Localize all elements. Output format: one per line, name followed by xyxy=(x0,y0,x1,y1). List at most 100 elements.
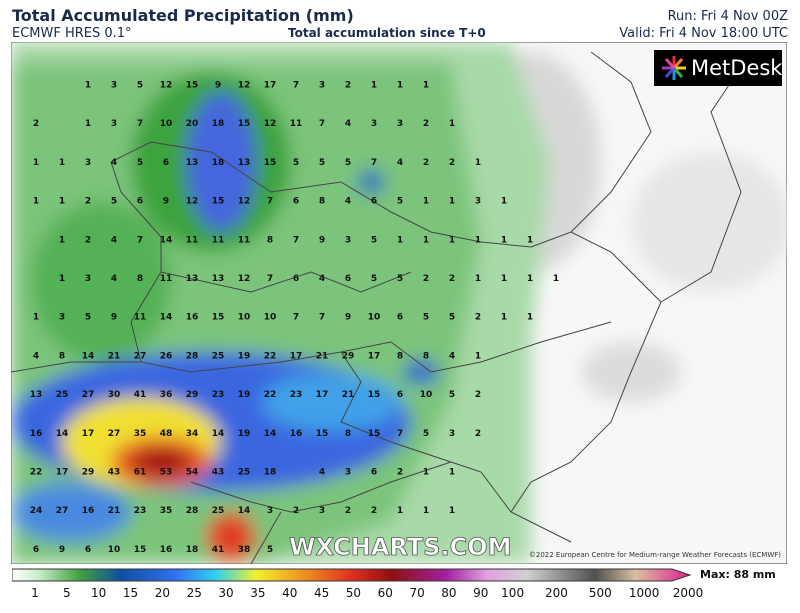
grid-value: 3 xyxy=(475,197,481,207)
grid-value: 10 xyxy=(238,313,251,323)
model: ECMWF HRES 0.1° xyxy=(12,26,132,41)
colorbar-label: 10 xyxy=(91,586,107,600)
grid-value: 22 xyxy=(264,351,277,361)
grid-value: 10 xyxy=(108,545,121,555)
copyright: ©2022 European Centre for Medium-range W… xyxy=(529,551,781,559)
colorbar-label: 40 xyxy=(282,586,298,600)
grid-value: 6 xyxy=(345,274,351,284)
grid-value: 2 xyxy=(85,235,91,245)
map: 1 3 5 12 15 9 12 17 7 3 2 1 1 12 1 3 7 10 20 18 15 12 11 7 4 3 3 2 1… xyxy=(11,42,787,564)
grid-value: 5 xyxy=(267,545,273,555)
grid-value: 3 xyxy=(111,81,117,91)
grid-value: 6 xyxy=(293,197,299,207)
grid-value: 25 xyxy=(56,390,69,400)
grid-value: 6 xyxy=(371,468,377,478)
grid-value: 15 xyxy=(368,429,381,439)
grid-value: 12 xyxy=(238,81,251,91)
grid-value: 41 xyxy=(134,390,147,400)
grid-value: 7 xyxy=(371,158,377,168)
colorbar-label: 60 xyxy=(377,586,393,600)
grid-value: 2 xyxy=(475,429,481,439)
grid-value: 1 xyxy=(553,274,559,284)
grid-value: 11 xyxy=(134,313,147,323)
grid-value: 3 xyxy=(111,119,117,129)
grid-value: 9 xyxy=(163,197,169,207)
grid-value: 15 xyxy=(134,545,147,555)
grid-value: 8 xyxy=(267,235,273,245)
grid-value: 16 xyxy=(290,429,303,439)
grid-value: 1 xyxy=(527,274,533,284)
grid-value: 3 xyxy=(371,119,377,129)
grid-value: 11 xyxy=(212,235,225,245)
grid-value: 1 xyxy=(501,313,507,323)
grid-value: 1 xyxy=(397,81,403,91)
colorbar-label: 2000 xyxy=(672,586,704,600)
grid-value: 4 xyxy=(111,158,117,168)
grid-value: 4 xyxy=(319,274,325,284)
colorbar-label: 15 xyxy=(122,586,139,600)
grid-value: 6 xyxy=(85,545,91,555)
grid-value: 23 xyxy=(212,390,225,400)
grid-value: 1 xyxy=(423,81,429,91)
grid-value: 14 xyxy=(160,235,173,245)
grid-value: 35 xyxy=(134,429,147,439)
grid-value: 4 xyxy=(111,235,117,245)
grid-value: 1 xyxy=(475,235,481,245)
grid-value: 1 xyxy=(33,197,39,207)
valid-time: Valid: Fri 4 Nov 18:00 UTC xyxy=(619,26,788,41)
colorbar-label: 30 xyxy=(218,586,234,600)
grid-value: 8 xyxy=(59,351,65,361)
grid-value: 7 xyxy=(267,274,273,284)
grid-value: 6 xyxy=(137,197,143,207)
grid-value: 19 xyxy=(238,351,251,361)
grid-value: 2 xyxy=(371,506,377,516)
grid-value: 5 xyxy=(345,158,351,168)
title: Total Accumulated Precipitation (mm) xyxy=(12,6,354,25)
grid-value: 3 xyxy=(397,119,403,129)
grid-value: 10 xyxy=(264,313,277,323)
grid-value: 19 xyxy=(238,429,251,439)
grid-value: 3 xyxy=(267,506,273,516)
grid-value: 5 xyxy=(137,158,143,168)
grid-value: 5 xyxy=(371,235,377,245)
grid-value: 21 xyxy=(316,351,329,361)
grid-value: 20 xyxy=(186,119,199,129)
grid-value: 7 xyxy=(267,197,273,207)
grid-value: 12 xyxy=(238,197,251,207)
grid-value: 1 xyxy=(501,197,507,207)
colorbar-label: 20 xyxy=(154,586,170,600)
grid-value: 1 xyxy=(423,506,429,516)
grid-value: 14 xyxy=(82,351,95,361)
grid-value: 10 xyxy=(420,390,433,400)
grid-value: 16 xyxy=(186,313,199,323)
grid-value: 5 xyxy=(319,158,325,168)
grid-value: 15 xyxy=(264,158,277,168)
grid-value: 1 xyxy=(449,119,455,129)
grid-value: 17 xyxy=(264,81,277,91)
grid-value: 18 xyxy=(264,468,277,478)
grid-value: 15 xyxy=(212,197,225,207)
grid-value: 1 xyxy=(59,235,65,245)
grid-value: 1 xyxy=(527,235,533,245)
grid-value: 17 xyxy=(368,351,381,361)
grid-value: 36 xyxy=(160,390,173,400)
grid-value: 7 xyxy=(293,313,299,323)
grid-value: 18 xyxy=(186,545,199,555)
grid-value: 27 xyxy=(82,390,95,400)
grid-value: 18 xyxy=(212,119,225,129)
grid-value: 13 xyxy=(238,158,251,168)
grid-value: 23 xyxy=(134,506,147,516)
grid-value: 12 xyxy=(238,274,251,284)
grid-value: 48 xyxy=(160,429,173,439)
subtitle: Total accumulation since T+0 xyxy=(288,26,486,40)
grid-value: 15 xyxy=(238,119,251,129)
grid-value: 3 xyxy=(319,81,325,91)
grid-value: 12 xyxy=(160,81,173,91)
grid-value: 1 xyxy=(59,158,65,168)
grid-value: 29 xyxy=(82,468,95,478)
colorbar-label: 90 xyxy=(473,586,489,600)
grid-value: 1 xyxy=(423,235,429,245)
grid-value: 16 xyxy=(160,545,173,555)
grid-value: 7 xyxy=(293,81,299,91)
